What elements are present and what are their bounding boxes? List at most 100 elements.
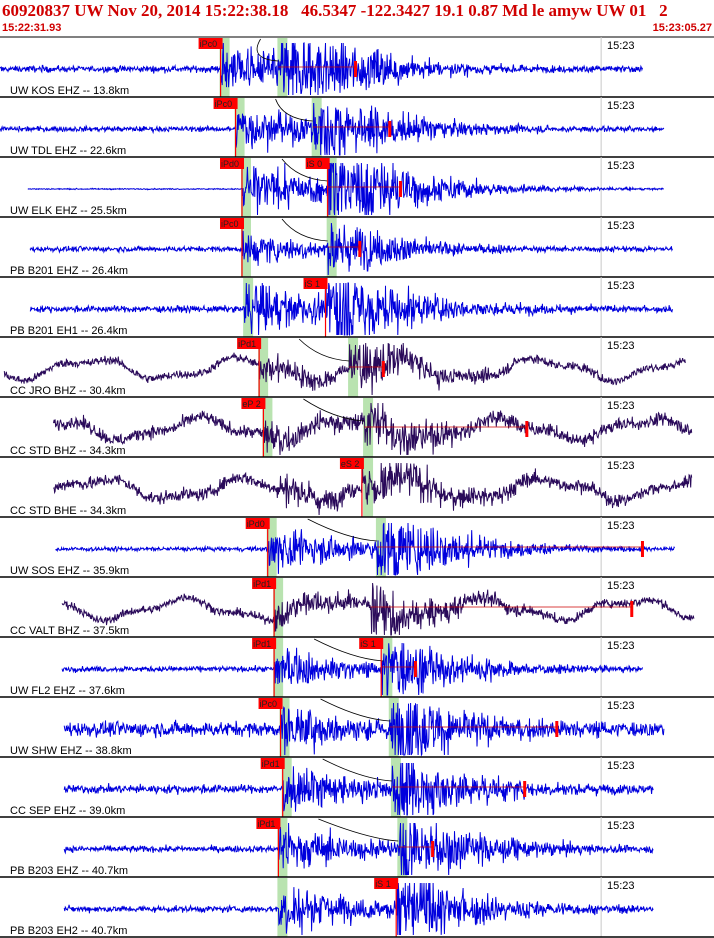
waveform-trace: [0, 42, 643, 96]
waveform-trace: [27, 162, 664, 216]
coda-marker: [630, 601, 634, 617]
travel-time-curve: [281, 218, 328, 242]
s-pick-label: eS 2: [341, 459, 360, 469]
s-pick-box: [305, 158, 330, 169]
p-pick-box: [260, 758, 285, 769]
travel-time-curve: [320, 698, 390, 722]
s-pick-box: [359, 638, 384, 649]
event-header-title: 60920837 UW Nov 20, 2014 15:22:38.18 46.…: [2, 1, 668, 20]
station-label: CC STD BHZ -- 34.3km: [10, 445, 126, 457]
p-pick-box: [237, 338, 262, 349]
station-label: PB B203 EHZ -- 40.7km: [10, 865, 128, 877]
p-pick-label: iPd1: [257, 819, 275, 829]
p-pick-box: [258, 698, 283, 709]
waveform-trace: [53, 402, 693, 456]
minute-label: 15:23: [607, 220, 635, 232]
coda-marker: [413, 661, 417, 677]
p-pick-label: iPd1: [262, 759, 280, 769]
s-phase-band: [326, 158, 337, 217]
travel-time-curve: [322, 758, 392, 782]
minute-label: 15:23: [607, 520, 635, 532]
station-label: UW SHW EHZ -- 38.8km: [10, 745, 132, 757]
minute-label: 15:23: [607, 700, 635, 712]
p-pick-label: iPd1: [253, 639, 271, 649]
travel-time-curve: [256, 38, 279, 62]
s-pick-label: iS 0: [307, 159, 323, 169]
travel-time-curve: [275, 98, 313, 122]
minute-label: 15:23: [607, 880, 635, 892]
s-pick-box: [374, 878, 399, 889]
waveform-trace: [63, 882, 654, 936]
p-phase-band: [258, 338, 269, 397]
window-end-time: 15:23:05.27: [652, 22, 712, 34]
station-label: CC STD BHE -- 34.3km: [10, 505, 126, 517]
coda-marker: [354, 61, 358, 77]
waveform-trace: [0, 102, 665, 156]
s-phase-band: [390, 758, 401, 817]
coda-marker: [388, 121, 392, 137]
p-pick-box: [219, 218, 244, 229]
minute-label: 15:23: [607, 400, 635, 412]
p-pick-label: iPd1: [238, 339, 256, 349]
coda-marker: [381, 361, 385, 377]
minute-label: 15:23: [607, 160, 635, 172]
coda-marker: [431, 841, 435, 857]
p-phase-band: [234, 98, 245, 157]
station-label: UW FL2 EHZ -- 37.6km: [10, 685, 125, 697]
s-pick-label: iS 1: [305, 279, 321, 289]
s-phase-band: [326, 218, 337, 277]
travel-time-curve: [313, 638, 384, 662]
station-label: PB B201 EH1 -- 26.4km: [10, 325, 127, 337]
p-pick-box: [219, 158, 244, 169]
coda-marker: [640, 541, 644, 557]
s-phase-band: [382, 638, 393, 697]
waveform-trace: [63, 702, 665, 757]
s-pick-label: iS 1: [375, 879, 391, 889]
minute-label: 15:23: [607, 760, 635, 772]
minute-label: 15:23: [607, 40, 635, 52]
travel-time-curve: [318, 818, 399, 842]
waveform-trace: [29, 282, 673, 337]
waveform-trace: [63, 762, 654, 816]
travel-time-curve: [303, 398, 365, 422]
travel-time-curve: [298, 338, 350, 362]
station-label: UW SOS EHZ -- 35.9km: [10, 565, 129, 577]
travel-time-curve: [281, 158, 328, 182]
p-pick-label: iPc0: [215, 99, 233, 109]
p-pick-box: [241, 398, 266, 409]
station-label: CC SEP EHZ -- 39.0km: [10, 805, 125, 817]
coda-marker: [525, 421, 529, 437]
station-label: UW ELK EHZ -- 25.5km: [10, 205, 127, 217]
s-pick-box: [303, 278, 328, 289]
waveform-trace: [53, 462, 693, 516]
waveform-trace: [61, 582, 695, 636]
station-label: PB B203 EH2 -- 40.7km: [10, 925, 127, 937]
p-pick-label: eP 2: [242, 399, 260, 409]
p-pick-box: [252, 578, 277, 589]
minute-label: 15:23: [607, 580, 635, 592]
minute-label: 15:23: [607, 340, 635, 352]
p-pick-box: [245, 518, 270, 529]
minute-label: 15:23: [607, 640, 635, 652]
p-pick-box: [213, 98, 238, 109]
station-label: CC VALT BHZ -- 37.5km: [10, 625, 129, 637]
p-pick-label: iPc0: [200, 39, 218, 49]
station-label: CC JRO BHZ -- 30.4km: [10, 385, 126, 397]
station-label: UW KOS EHZ -- 13.8km: [10, 85, 129, 97]
p-pick-box: [256, 818, 281, 829]
p-pick-box: [252, 638, 277, 649]
s-phase-band: [277, 38, 288, 97]
coda-marker: [523, 781, 527, 797]
s-phase-band: [388, 698, 399, 757]
minute-label: 15:23: [607, 100, 635, 112]
station-label: PB B201 EHZ -- 26.4km: [10, 265, 128, 277]
waveform-trace: [55, 522, 676, 576]
coda-marker: [358, 241, 362, 257]
p-pick-label: iPd0: [247, 519, 265, 529]
waveform-trace: [63, 822, 654, 876]
p-pick-label: iPc0: [221, 219, 239, 229]
minute-label: 15:23: [607, 820, 635, 832]
waveform-trace: [3, 342, 686, 396]
coda-marker: [398, 181, 402, 197]
travel-time-curve: [307, 518, 377, 542]
